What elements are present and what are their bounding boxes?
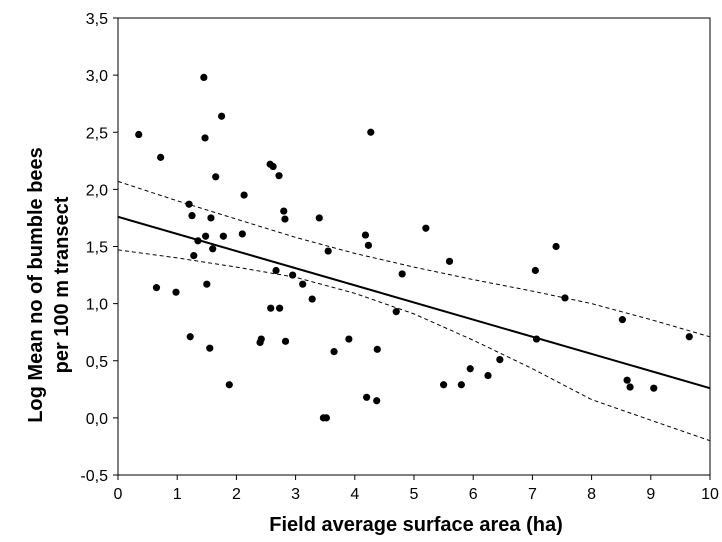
data-point [496,356,504,364]
data-point [202,232,210,240]
data-point [272,266,280,275]
y-axis-title-line-1: Log Mean no of bumble bees [25,147,47,423]
data-point [466,365,474,373]
plot-frame [117,17,711,476]
lower-confidence-band [117,249,711,442]
y-tick-label: 2,5 [86,125,108,142]
data-point [157,153,165,161]
data-point [392,308,400,316]
y-tick-label: 2,0 [86,182,108,199]
data-point [240,191,248,199]
data-point [308,295,316,303]
data-point [281,337,290,345]
data-point [212,173,220,181]
data-point [218,112,226,120]
data-point [238,230,246,238]
data-point [398,270,406,278]
data-point [532,335,541,343]
data-point [626,383,634,391]
data-point [219,232,227,240]
y-tick-label: 1,5 [86,240,108,257]
x-tick-label: 8 [587,486,596,503]
regression-line [117,215,711,390]
x-tick-label: 9 [646,486,655,503]
x-tick-label: 0 [114,486,123,503]
data-point [367,128,375,136]
data-point [194,237,202,245]
x-tick-label: 2 [232,486,241,503]
data-point [315,214,323,222]
data-point [135,130,143,139]
data-point [276,304,284,312]
data-point [186,333,194,341]
plot-area: 0 1 2 3 4 5 6 7 8 9 10 -0,5 0,0 0,5 1,0 1,5 2,0 2,5 3,0 3,5 [80,11,719,503]
data-point [172,288,180,296]
x-tick-label: 1 [173,486,182,503]
data-point [269,162,277,171]
y-tick-label: 0,5 [86,354,108,371]
y-axis-title: Log Mean no of bumble bees per 100 m tra… [25,147,73,423]
y-tick-label: -0,5 [80,468,108,485]
data-point [281,215,289,223]
x-axis-title: Field average surface area (ha) [269,514,562,536]
data-point [618,316,626,324]
data-point [190,252,198,260]
data-point [345,335,353,343]
data-point [373,345,381,353]
data-point [203,280,211,288]
data-point [206,344,214,352]
data-point [330,348,338,356]
y-axis-title-line-2: per 100 m transect [51,196,73,373]
data-point [225,381,233,389]
y-tick-label: 1,0 [86,297,108,314]
data-point [457,381,465,389]
data-point [201,134,209,142]
data-point [324,247,332,255]
data-point [484,372,492,380]
data-point [531,266,539,275]
x-tick-label: 6 [469,486,478,503]
data-point [207,214,215,222]
y-tick-label: 3,5 [86,11,108,28]
x-tick-label: 3 [291,486,300,503]
data-point [322,414,330,422]
data-point [373,397,381,405]
data-point [299,280,307,288]
x-tick-label: 4 [350,486,359,503]
data-point [363,393,371,401]
data-point [267,304,275,312]
data-point [445,257,454,265]
data-point [152,284,161,292]
data-point [364,241,373,249]
data-point [422,224,430,232]
data-point [561,294,569,302]
x-tick-label: 10 [701,486,719,503]
data-point [440,381,448,389]
data-point [200,73,208,82]
y-tick-label: 3,0 [86,68,108,85]
data-point [185,200,193,208]
y-tick-label: 0,0 [86,411,108,428]
data-point [685,333,693,341]
data-point [623,376,631,384]
data-point [257,335,265,343]
x-tick-label: 7 [528,486,537,503]
data-point [188,212,196,220]
data-point [275,172,283,180]
data-point [552,242,560,251]
data-point [361,231,370,239]
data-point [209,245,217,253]
data-point [280,207,288,215]
upper-confidence-band [117,180,711,338]
data-point [289,271,297,279]
data-point [650,384,658,392]
x-tick-label: 5 [410,486,419,503]
